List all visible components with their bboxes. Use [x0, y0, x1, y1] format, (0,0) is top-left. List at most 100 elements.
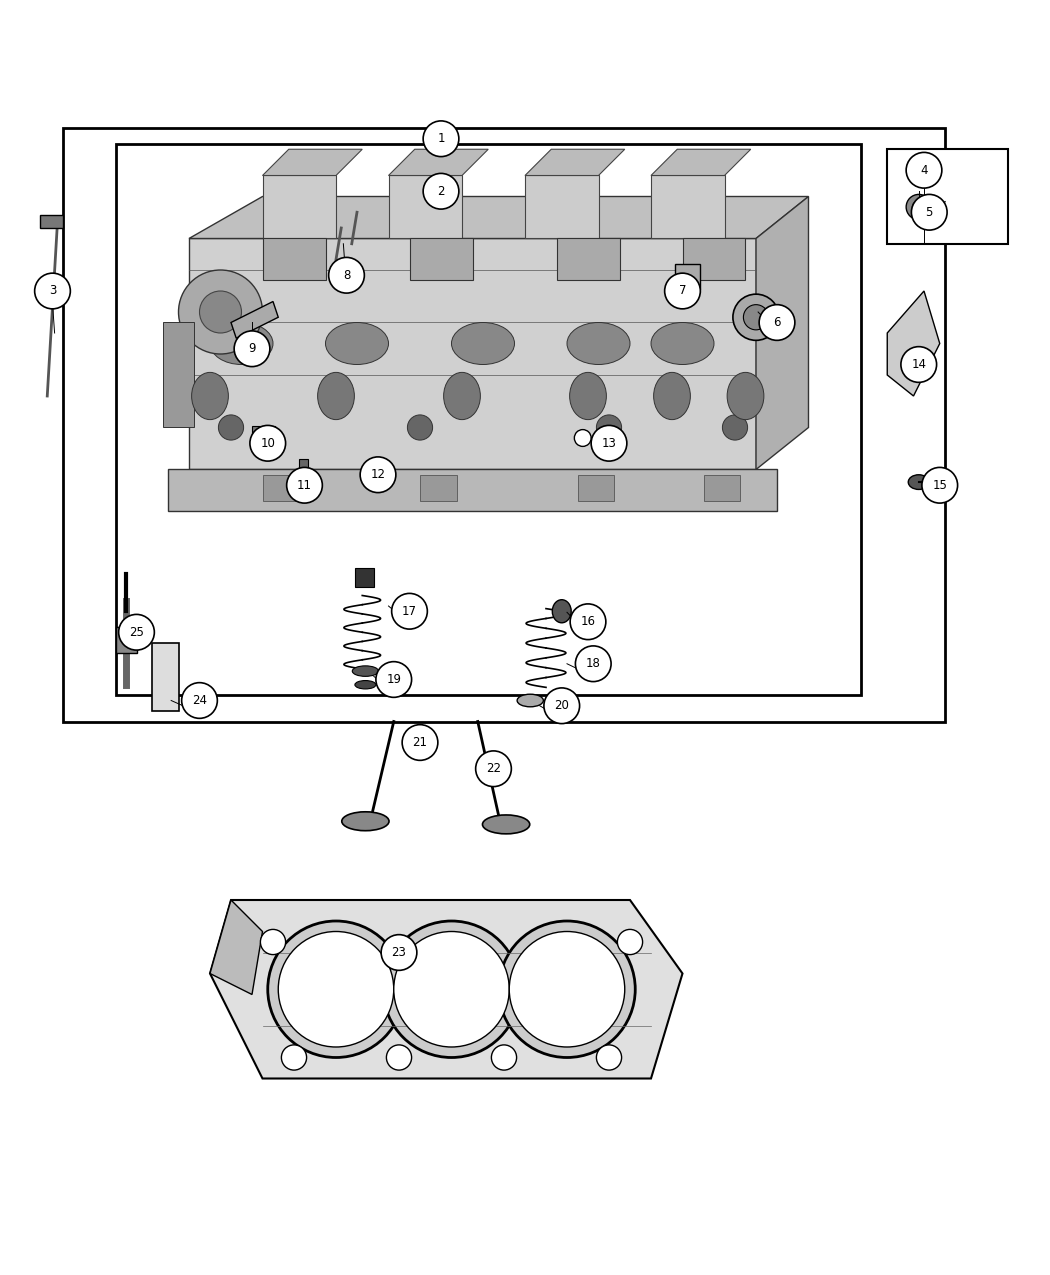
- Circle shape: [491, 1046, 517, 1070]
- Polygon shape: [651, 149, 751, 176]
- Bar: [40, 215, 63, 228]
- Polygon shape: [262, 176, 336, 238]
- Circle shape: [119, 615, 154, 650]
- Bar: [163, 323, 194, 427]
- Ellipse shape: [443, 372, 481, 419]
- Circle shape: [281, 1046, 307, 1070]
- Polygon shape: [262, 149, 362, 176]
- Polygon shape: [388, 149, 488, 176]
- Circle shape: [394, 932, 509, 1047]
- Text: 7: 7: [678, 284, 687, 297]
- Circle shape: [574, 430, 591, 446]
- Circle shape: [250, 426, 286, 462]
- Circle shape: [591, 426, 627, 462]
- Polygon shape: [525, 149, 625, 176]
- Circle shape: [722, 414, 748, 440]
- Circle shape: [200, 291, 242, 333]
- Circle shape: [617, 929, 643, 955]
- Text: 5: 5: [925, 205, 933, 219]
- Bar: [168, 469, 777, 511]
- Bar: [362, 467, 385, 474]
- Text: 21: 21: [413, 736, 427, 748]
- Bar: [116, 627, 136, 653]
- Circle shape: [906, 194, 931, 219]
- Circle shape: [665, 273, 700, 309]
- Circle shape: [376, 662, 412, 697]
- Circle shape: [509, 932, 625, 1047]
- Bar: [682, 238, 745, 280]
- Circle shape: [743, 305, 769, 330]
- Text: 25: 25: [129, 626, 144, 639]
- Polygon shape: [756, 196, 808, 469]
- Circle shape: [544, 688, 580, 724]
- Text: 14: 14: [911, 358, 926, 371]
- Circle shape: [402, 724, 438, 760]
- Ellipse shape: [452, 323, 514, 365]
- Circle shape: [218, 414, 244, 440]
- Polygon shape: [388, 176, 462, 238]
- Text: 15: 15: [932, 478, 947, 492]
- Ellipse shape: [517, 694, 544, 706]
- Text: 16: 16: [581, 616, 595, 629]
- Ellipse shape: [727, 372, 764, 419]
- Circle shape: [182, 682, 217, 718]
- Circle shape: [906, 153, 942, 189]
- Bar: [152, 643, 179, 711]
- Bar: [578, 474, 614, 501]
- Circle shape: [329, 258, 364, 293]
- Polygon shape: [525, 176, 598, 238]
- Circle shape: [234, 332, 270, 367]
- Circle shape: [407, 414, 433, 440]
- Ellipse shape: [651, 323, 714, 365]
- Circle shape: [392, 593, 427, 629]
- Circle shape: [759, 305, 795, 340]
- Text: 17: 17: [402, 604, 417, 618]
- Bar: [262, 238, 326, 280]
- Polygon shape: [231, 301, 278, 338]
- Circle shape: [268, 921, 404, 1057]
- Circle shape: [423, 121, 459, 157]
- Polygon shape: [189, 196, 809, 238]
- Ellipse shape: [552, 599, 571, 622]
- Bar: [420, 474, 457, 501]
- Text: 19: 19: [386, 673, 401, 686]
- Polygon shape: [210, 900, 682, 1079]
- Ellipse shape: [341, 812, 388, 831]
- Text: 20: 20: [554, 699, 569, 713]
- Circle shape: [499, 921, 635, 1057]
- Text: 9: 9: [248, 342, 256, 356]
- Circle shape: [476, 751, 511, 787]
- Text: 11: 11: [297, 478, 312, 492]
- Bar: [299, 459, 308, 482]
- Text: 6: 6: [773, 316, 781, 329]
- Text: 12: 12: [371, 468, 385, 481]
- Polygon shape: [189, 238, 756, 469]
- Text: 8: 8: [342, 269, 351, 282]
- Bar: [262, 474, 299, 501]
- Ellipse shape: [326, 323, 388, 365]
- Bar: [410, 238, 472, 280]
- Bar: [355, 569, 374, 586]
- Bar: [556, 238, 619, 280]
- Text: 23: 23: [392, 946, 406, 959]
- Ellipse shape: [210, 323, 273, 365]
- Circle shape: [386, 1046, 412, 1070]
- Circle shape: [423, 173, 459, 209]
- Ellipse shape: [567, 323, 630, 365]
- Circle shape: [596, 1046, 622, 1070]
- Circle shape: [911, 194, 947, 229]
- Bar: [116, 144, 861, 695]
- Text: 1: 1: [437, 133, 445, 145]
- Ellipse shape: [653, 372, 691, 419]
- Ellipse shape: [569, 372, 607, 419]
- Ellipse shape: [191, 372, 229, 419]
- Ellipse shape: [482, 815, 529, 834]
- Text: 13: 13: [602, 437, 616, 450]
- Text: 3: 3: [48, 284, 57, 297]
- Circle shape: [596, 414, 622, 440]
- Circle shape: [383, 921, 520, 1057]
- Circle shape: [570, 604, 606, 640]
- Ellipse shape: [317, 372, 355, 419]
- Text: 24: 24: [192, 694, 207, 708]
- Polygon shape: [887, 291, 940, 397]
